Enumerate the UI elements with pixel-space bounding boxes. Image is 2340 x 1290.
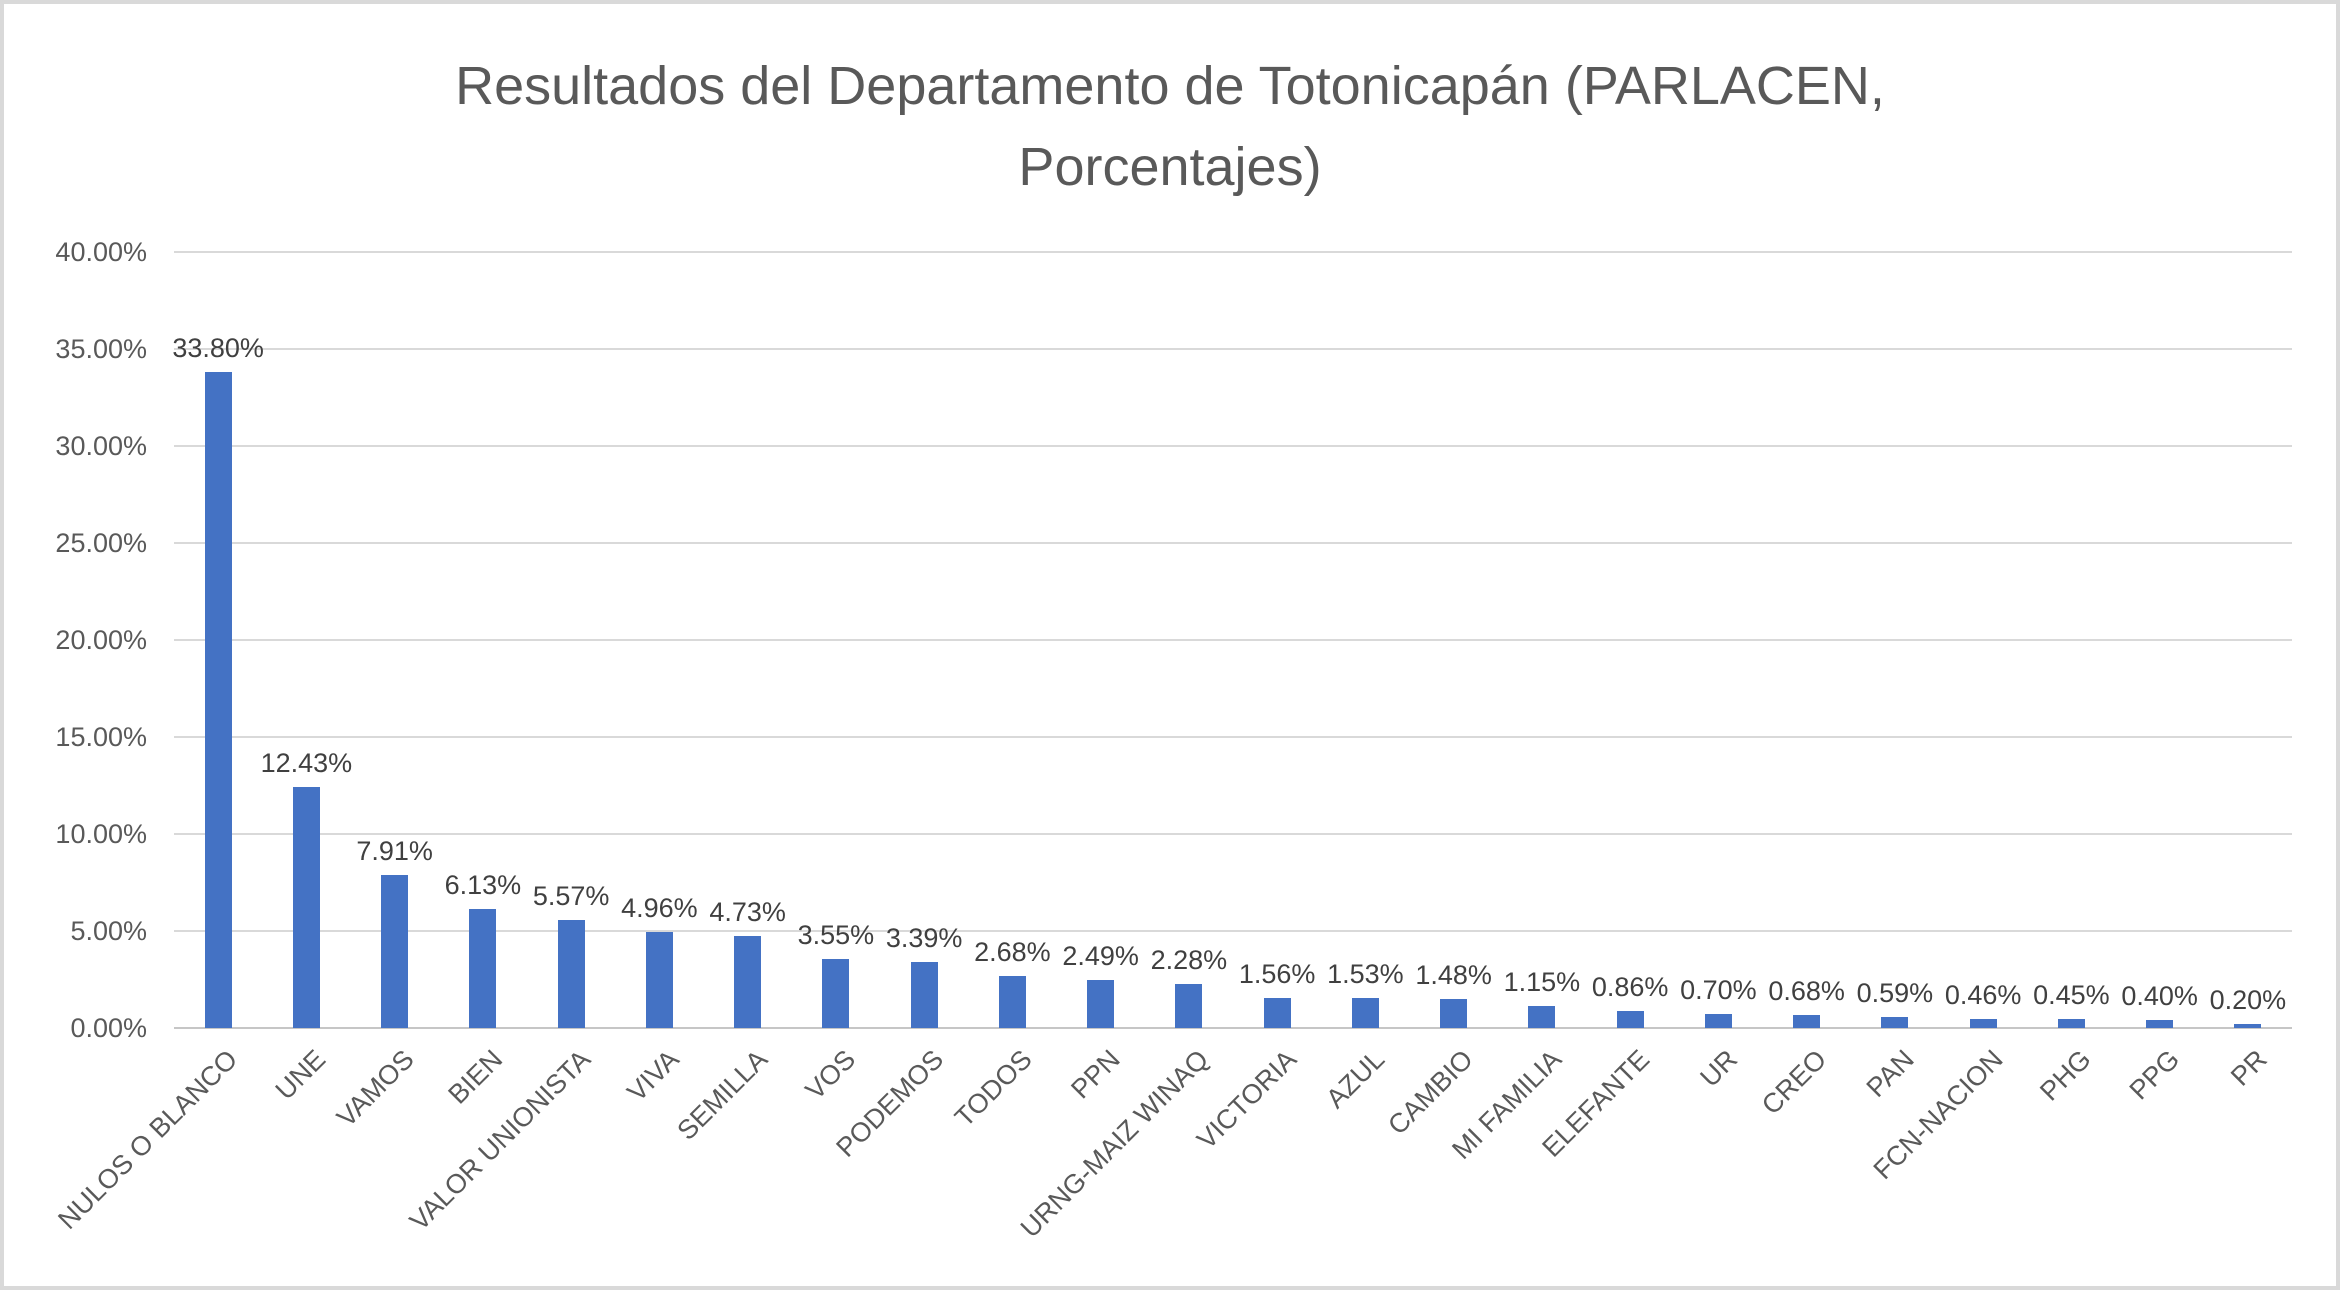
category-label: NULOS O BLANCO (52, 1044, 244, 1235)
data-label: 0.46% (1944, 980, 2022, 1010)
bar (910, 962, 938, 1028)
data-label: 6.13% (444, 870, 522, 900)
data-label: 0.40% (2121, 981, 2198, 1011)
data-label: 2.68% (974, 937, 1051, 967)
data-label: 3.39% (885, 923, 963, 953)
gridline (174, 736, 2292, 738)
data-label: 3.55% (797, 920, 875, 950)
data-label: 12.43% (260, 748, 353, 778)
data-label: 2.28% (1150, 945, 1228, 975)
category-label: UNE (270, 1044, 332, 1106)
bar (1616, 1011, 1644, 1028)
gridline (174, 833, 2292, 835)
data-label: 0.70% (1680, 975, 1757, 1005)
category-label: BIEN (442, 1044, 509, 1110)
category-label: PPN (1065, 1044, 1126, 1105)
y-tick-label: 10.00% (55, 819, 147, 849)
bar (1881, 1017, 1909, 1028)
data-label: 0.45% (2033, 980, 2110, 1010)
category-label: SEMILLA (670, 1044, 773, 1146)
data-label: 0.20% (2209, 985, 2287, 1015)
bar (204, 372, 232, 1028)
bar (2057, 1019, 2085, 1028)
plot-area: 40.00% 35.00% 30.00% 25.00% 20.00% 15.00% 10.0… (4, 4, 2336, 1286)
gridline (174, 445, 2292, 447)
bar (469, 909, 497, 1028)
chart-title-line-2: Porcentajes) (1018, 137, 1322, 197)
bar (381, 875, 409, 1028)
category-label: VOS (799, 1044, 862, 1106)
data-label: 1.53% (1327, 959, 1404, 989)
bar (1263, 998, 1291, 1028)
bar (998, 976, 1026, 1028)
data-label: 1.48% (1415, 960, 1492, 990)
chart-title-line-1: Resultados del Departamento de Totonicap… (455, 56, 1885, 116)
gridline (174, 251, 2292, 253)
bar (1440, 999, 1468, 1028)
data-label: 0.86% (1591, 972, 1669, 1002)
bar (557, 920, 585, 1028)
data-label: 7.91% (356, 836, 433, 866)
data-label: 4.73% (709, 897, 786, 927)
data-label: 0.68% (1768, 976, 1845, 1006)
category-label: VAMOS (331, 1044, 420, 1133)
category-label: PAN (1861, 1044, 1921, 1104)
y-tick-label: 20.00% (55, 625, 147, 655)
y-tick-label: 30.00% (55, 431, 147, 461)
bar (734, 936, 762, 1028)
bar (1793, 1015, 1821, 1028)
bar (822, 959, 850, 1028)
gridline (174, 930, 2292, 932)
data-label: 0.59% (1856, 978, 1934, 1008)
bar (1087, 980, 1115, 1028)
gridline (174, 542, 2292, 544)
data-label: 2.49% (1062, 941, 1139, 971)
data-label: 4.96% (621, 893, 698, 923)
category-label: PPG (2123, 1044, 2185, 1106)
bar (292, 787, 320, 1028)
category-label: CREO (1755, 1044, 1832, 1121)
gridline (174, 348, 2292, 350)
y-tick-label: 0.00% (70, 1013, 147, 1043)
category-label: AZUL (1320, 1044, 1391, 1115)
bar (1528, 1006, 1556, 1028)
chart-title: Resultados del Departamento de Totonicap… (4, 46, 2336, 208)
data-label: 33.80% (172, 333, 264, 363)
y-tick-label: 35.00% (55, 334, 147, 364)
category-label: PR (2225, 1044, 2274, 1092)
bar (2234, 1024, 2262, 1028)
gridline (174, 639, 2292, 641)
y-tick-label: 25.00% (55, 528, 147, 558)
bar (645, 932, 673, 1028)
bar (1969, 1019, 1997, 1028)
y-tick-label: 15.00% (55, 722, 147, 752)
data-label: 1.15% (1503, 967, 1581, 997)
bar (1351, 998, 1379, 1028)
category-label: VIVA (621, 1044, 685, 1108)
data-label: 1.56% (1238, 959, 1316, 989)
y-tick-label: 40.00% (55, 237, 147, 267)
bar (2146, 1020, 2174, 1028)
category-label: TODOS (948, 1044, 1038, 1133)
bar (1175, 984, 1203, 1028)
y-tick-label: 5.00% (70, 916, 147, 946)
bar (1704, 1014, 1732, 1028)
x-axis-line (174, 1027, 2292, 1029)
category-label: UR (1694, 1044, 1744, 1093)
data-label: 5.57% (532, 881, 610, 911)
category-label: PHG (2033, 1044, 2097, 1107)
